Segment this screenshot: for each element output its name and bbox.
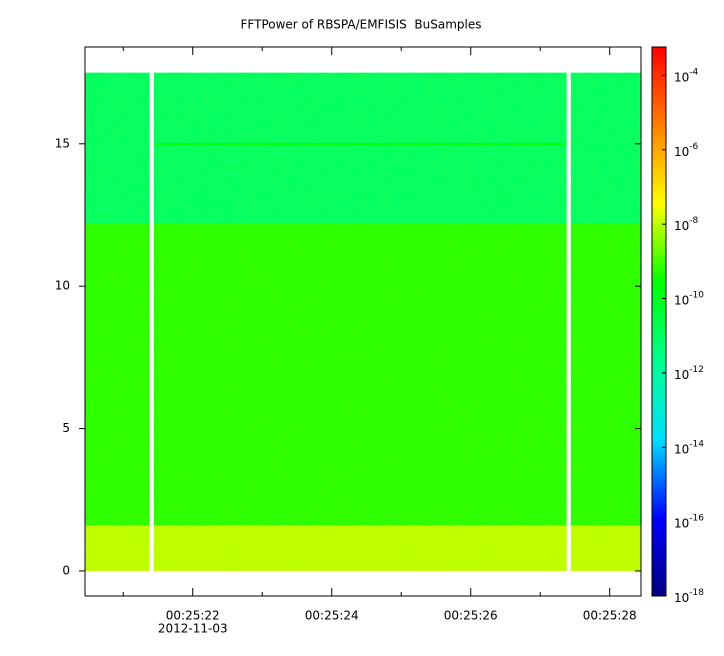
noise-texture — [153, 72, 567, 571]
colorbar-tick-exponent: -8 — [689, 216, 698, 226]
plot-frame — [84, 46, 642, 597]
y-tick-label: 0 — [62, 563, 70, 577]
colorbar-tick-base: 10 — [674, 591, 689, 605]
colorbar-tick-base: 10 — [674, 516, 689, 530]
colorbar-tick-base: 10 — [674, 293, 689, 307]
colorbar-tick-base: 10 — [674, 367, 689, 381]
colorbar-tick-exponent: -18 — [689, 588, 704, 598]
date-label: 2012-11-03 — [158, 622, 228, 636]
colorbar-tick-exponent: -14 — [689, 439, 704, 449]
colorbar-tick-base: 10 — [674, 70, 689, 84]
colorbar-tick-base: 10 — [674, 144, 689, 158]
colorbar-tick-label: 10-14 — [674, 439, 704, 456]
x-tick-label: 00:25:26 — [444, 609, 498, 623]
colorbar-tick-exponent: -4 — [689, 67, 698, 77]
noise-texture — [85, 72, 150, 571]
colorbar-tick-exponent: -10 — [689, 290, 704, 300]
colorbar-tick-label: 10-10 — [674, 290, 704, 307]
chart-title: FFTPower of RBSPA/EMFISIS BuSamples — [241, 18, 482, 32]
colorbar-tick-exponent: -6 — [689, 141, 698, 151]
x-tick-label: 00:25:24 — [305, 609, 359, 623]
y-tick-label: 5 — [62, 421, 70, 435]
colorbar-tick-label: 10-4 — [674, 67, 699, 84]
colorbar-tick-label: 10-12 — [674, 364, 704, 381]
colorbar-tick-base: 10 — [674, 442, 689, 456]
x-tick-label: 00:25:22 — [166, 609, 220, 623]
colorbar — [651, 46, 667, 597]
colorbar-tick-base: 10 — [674, 219, 689, 233]
colorbar-tick-exponent: -16 — [689, 513, 704, 523]
y-tick-label: 15 — [55, 136, 70, 150]
colorbar-tick-label: 10-16 — [674, 513, 704, 530]
colorbar-tick-label: 10-8 — [674, 216, 699, 233]
colorbar-tick-label: 10-18 — [674, 588, 704, 605]
colorbar-tick-exponent: -12 — [689, 364, 704, 374]
y-tick-label: 10 — [55, 279, 70, 293]
noise-texture — [570, 72, 641, 571]
colorbar-tick-label: 10-6 — [674, 141, 699, 158]
plot-area — [85, 72, 641, 571]
x-tick-label: 00:25:28 — [583, 609, 637, 623]
